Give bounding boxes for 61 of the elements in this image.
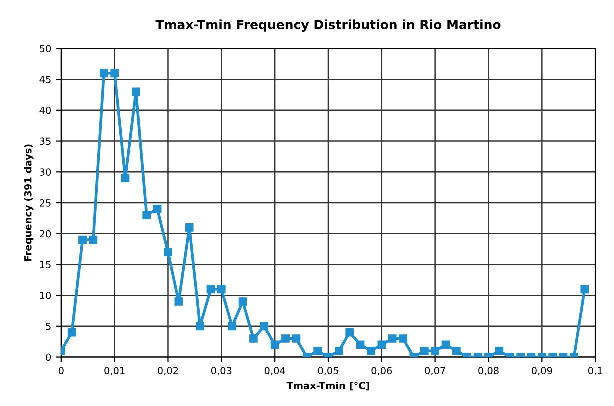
x-tick-label: 0,04 [264, 367, 286, 376]
y-tick-label: 25 [40, 199, 51, 207]
point [580, 285, 590, 294]
y-tick-label: 15 [40, 261, 51, 269]
point [452, 346, 461, 356]
chart-title: Tmax-Tmin Frequency Distribution in Rio Martino [156, 20, 501, 32]
point [314, 346, 322, 356]
point [174, 298, 184, 306]
x-tick-label: 0,1 [588, 367, 602, 376]
point [292, 334, 301, 343]
x-tick-label: 0,07 [425, 367, 446, 376]
point [367, 346, 376, 356]
point [206, 285, 216, 294]
point [282, 334, 290, 343]
y-tick-label: 0 [46, 354, 52, 362]
x-tick-label: 0,05 [318, 367, 338, 376]
y-tick-label: 35 [40, 138, 51, 146]
point [260, 322, 269, 331]
point [185, 224, 194, 232]
point [270, 340, 280, 350]
point [346, 328, 354, 337]
point [335, 346, 344, 356]
x-tick-label: 0,06 [372, 367, 392, 376]
point [250, 334, 258, 343]
point [431, 346, 440, 356]
x-tick-label: 0,01 [104, 367, 125, 376]
point [142, 211, 152, 220]
y-tick-label: 5 [46, 323, 51, 330]
y-axis-title: Frequency (391 days) [24, 144, 34, 262]
x-tick-label: 0 [58, 367, 64, 375]
point [495, 346, 504, 356]
point [238, 298, 248, 306]
y-tick-label: 10 [40, 292, 52, 300]
point [228, 322, 237, 331]
point [153, 205, 162, 214]
point [132, 88, 140, 96]
point [110, 69, 119, 78]
point [89, 236, 98, 244]
x-tick-label: 0,02 [158, 367, 178, 376]
y-tick-label: 20 [40, 230, 52, 238]
point [356, 340, 365, 350]
point [399, 334, 408, 343]
y-tick-label: 40 [40, 106, 52, 114]
x-tick-label: 0,09 [532, 367, 552, 376]
point [420, 346, 429, 356]
point [68, 328, 76, 337]
x-axis-title: Tmax-Tmin [°C] [286, 382, 370, 391]
y-tick-label: 45 [40, 76, 51, 84]
point [100, 69, 108, 78]
point [121, 174, 130, 182]
point [378, 340, 386, 350]
point [164, 248, 172, 257]
point [388, 334, 397, 343]
point [196, 322, 204, 331]
x-tick-label: 0,03 [211, 367, 232, 376]
x-tick-label: 0,08 [478, 367, 499, 376]
point [78, 236, 87, 244]
point [442, 340, 450, 350]
y-tick-label: 30 [40, 168, 52, 176]
y-tick-label: 50 [40, 45, 52, 53]
point [217, 285, 226, 294]
